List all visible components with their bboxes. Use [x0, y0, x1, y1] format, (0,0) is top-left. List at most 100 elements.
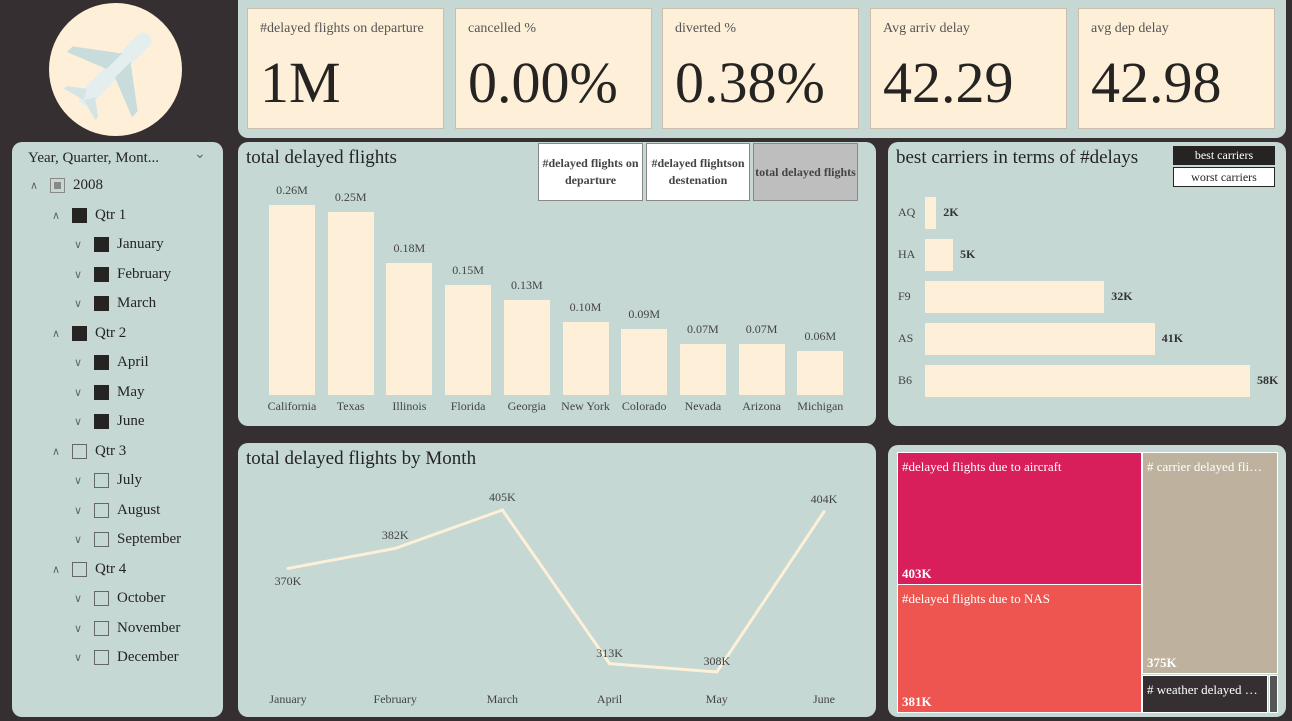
bar[interactable]: [679, 343, 726, 395]
bar[interactable]: [445, 285, 492, 395]
kpi-value: 42.29: [883, 50, 1014, 115]
checkbox[interactable]: [72, 561, 87, 577]
line-point[interactable]: [286, 566, 290, 570]
toggle-destination[interactable]: #delayed flightson destenation: [646, 143, 750, 201]
slicer-item-label: Qtr 3: [95, 442, 127, 459]
toggle-departure[interactable]: #delayed flights on departure: [538, 143, 643, 201]
slicer-item[interactable]: ∨ March: [74, 295, 156, 312]
checkbox[interactable]: [72, 443, 87, 459]
slicer-item[interactable]: ∧ Qtr 1: [52, 207, 126, 224]
bar[interactable]: [621, 329, 668, 395]
chevron-down-icon[interactable]: ∨: [74, 593, 83, 605]
x-tick-label: Texas: [336, 399, 365, 413]
chevron-up-icon[interactable]: ∧: [52, 563, 61, 576]
chevron-up-icon[interactable]: ∧: [52, 209, 61, 222]
slicer-item[interactable]: ∨ February: [74, 266, 171, 283]
x-tick-label: California: [267, 399, 317, 413]
checkbox[interactable]: [94, 532, 109, 547]
carrier-value: 2K: [943, 205, 959, 219]
best-carriers-button[interactable]: best carriers: [1173, 146, 1275, 165]
slicer-item[interactable]: ∨ April: [74, 354, 149, 371]
kpi-title: avg dep delay: [1091, 21, 1169, 36]
checkbox[interactable]: [94, 650, 109, 665]
chevron-down-icon[interactable]: ∨: [74, 475, 83, 487]
x-tick-label: New York: [561, 399, 610, 413]
bar[interactable]: [386, 263, 433, 395]
line-point[interactable]: [608, 662, 612, 666]
carrier-bar[interactable]: [925, 365, 1250, 397]
carrier-bar[interactable]: [925, 281, 1105, 313]
worst-carriers-button[interactable]: worst carriers: [1173, 167, 1275, 187]
checkbox[interactable]: [94, 414, 109, 429]
checkbox[interactable]: [94, 237, 109, 252]
bar[interactable]: [503, 300, 550, 395]
checkbox[interactable]: [72, 207, 87, 223]
chevron-down-icon[interactable]: ∨: [74, 386, 83, 399]
line-data-label: 382K: [381, 528, 409, 543]
line-series[interactable]: [287, 508, 826, 674]
carrier-bar[interactable]: [925, 239, 954, 271]
slicer-item[interactable]: ∨ June: [74, 413, 145, 430]
chevron-down-icon[interactable]: ∨: [74, 534, 83, 546]
chevron-up-icon[interactable]: ∧: [52, 327, 61, 340]
line-point[interactable]: [500, 508, 504, 512]
slicer-item[interactable]: ∨ January: [74, 236, 164, 253]
chevron-up-icon[interactable]: ∧: [52, 445, 61, 458]
line-point[interactable]: [822, 510, 826, 514]
slicer-item[interactable]: ∧ 2008: [30, 177, 103, 194]
bar-data-label: 0.06M: [804, 329, 837, 344]
chevron-down-icon[interactable]: ∨: [74, 652, 83, 664]
checkbox[interactable]: [50, 178, 65, 193]
chevron-down-icon[interactable]: ⌄: [194, 147, 206, 162]
chevron-down-icon[interactable]: ∨: [74, 239, 83, 251]
slicer-item[interactable]: ∧ Qtr 2: [52, 325, 126, 342]
bar[interactable]: [738, 343, 785, 395]
x-tick-label: February: [373, 692, 417, 706]
slicer-item-label: May: [117, 383, 145, 400]
carrier-bar[interactable]: [925, 197, 937, 229]
slicer-item[interactable]: ∧ Qtr 3: [52, 443, 126, 460]
checkbox[interactable]: [94, 502, 109, 518]
date-slicer: Year, Quarter, Mont... ⌄ ∧ 2008 ∧ Qtr 1 ∨ Jan…: [12, 142, 223, 717]
slicer-item[interactable]: ∨ August: [74, 502, 160, 519]
bar[interactable]: [797, 351, 844, 395]
chevron-down-icon[interactable]: ∨: [74, 504, 83, 517]
chevron-down-icon[interactable]: ∨: [74, 298, 83, 310]
treemap-tile[interactable]: # carrier delayed fli… 375K: [1142, 452, 1278, 674]
bar[interactable]: [562, 321, 609, 395]
treemap-tile-other[interactable]: [1269, 675, 1278, 713]
checkbox[interactable]: [94, 384, 109, 400]
bar[interactable]: [269, 205, 315, 395]
slicer-item[interactable]: ∨ July: [74, 472, 142, 489]
checkbox[interactable]: [94, 591, 109, 606]
toggle-total[interactable]: total delayed flights: [753, 143, 858, 201]
line-point[interactable]: [715, 670, 719, 674]
checkbox[interactable]: [94, 473, 109, 488]
slicer-item[interactable]: ∧ Qtr 4: [52, 561, 126, 578]
kpi-card: diverted % 0.38%: [662, 8, 859, 129]
slicer-item[interactable]: ∨ May: [74, 384, 145, 401]
bar[interactable]: [327, 212, 374, 395]
treemap-tile[interactable]: #delayed flights due to aircraft 403K: [897, 452, 1142, 585]
checkbox[interactable]: [72, 325, 87, 341]
kpi-card: #delayed flights on departure 1M: [247, 8, 444, 129]
chevron-up-icon[interactable]: ∧: [30, 180, 39, 192]
chevron-down-icon[interactable]: ∨: [74, 416, 83, 428]
slicer-item[interactable]: ∨ December: [74, 649, 179, 666]
slicer-item[interactable]: ∨ October: [74, 590, 165, 607]
slicer-item[interactable]: ∨ November: [74, 620, 180, 637]
treemap-tile[interactable]: # weather delayed …: [1142, 675, 1268, 713]
line-point[interactable]: [393, 546, 397, 550]
checkbox[interactable]: [94, 620, 109, 636]
slicer-item-label: March: [117, 295, 157, 311]
carrier-bar[interactable]: [925, 323, 1155, 355]
chevron-down-icon[interactable]: ∨: [74, 268, 83, 281]
treemap-tile[interactable]: #delayed flights due to NAS 381K: [897, 584, 1142, 713]
checkbox[interactable]: [94, 296, 109, 311]
checkbox[interactable]: [94, 266, 109, 282]
checkbox[interactable]: [94, 355, 109, 370]
slicer-item-label: September: [117, 531, 182, 547]
chevron-down-icon[interactable]: ∨: [74, 622, 83, 635]
slicer-item[interactable]: ∨ September: [74, 531, 181, 548]
chevron-down-icon[interactable]: ∨: [74, 357, 83, 369]
